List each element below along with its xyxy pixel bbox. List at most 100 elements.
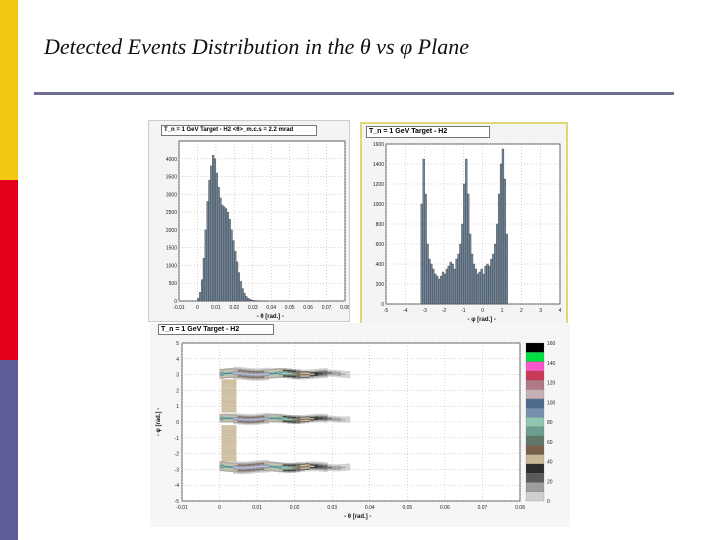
heatmap-cell <box>264 415 270 417</box>
heatmap-cell <box>341 421 346 423</box>
heatmap-cell <box>305 370 310 373</box>
heatmap-cell <box>282 465 288 468</box>
x-tick-label: 4 <box>559 308 562 314</box>
colorbar-segment <box>525 342 545 353</box>
heatmap-cell <box>219 413 225 416</box>
heatmap-cell <box>287 376 292 379</box>
heatmap-cell <box>242 419 247 422</box>
heatmap-cell <box>237 472 243 475</box>
heatmap-cell <box>291 374 297 377</box>
heatmap-cell <box>291 468 297 470</box>
heatmap-cell <box>305 465 310 468</box>
histogram-bar <box>480 268 483 305</box>
histogram-bar <box>472 263 476 305</box>
heatmap-cell <box>309 373 315 376</box>
histogram-bar <box>496 223 499 305</box>
heatmap-cell <box>278 419 283 422</box>
heatmap-cell <box>287 419 292 422</box>
histogram-bar <box>208 179 211 302</box>
heatmap-cell <box>296 369 301 372</box>
heatmap-cell <box>221 399 237 402</box>
heatmap-cell <box>282 370 288 373</box>
heatmap-cell <box>246 468 252 470</box>
heatmap-cell <box>219 417 225 419</box>
heatmap-cell <box>318 463 324 465</box>
y-tick-label: 5 <box>176 341 179 347</box>
heatmap-cell <box>242 461 247 464</box>
heatmap-cell <box>233 373 238 376</box>
heatmap-cell <box>219 469 225 472</box>
colorbar-segment <box>525 352 545 362</box>
colorbar-segment <box>525 380 545 390</box>
heatmap-cell <box>219 465 225 468</box>
heatmap-cell <box>228 369 234 372</box>
heatmap-cell <box>314 368 319 371</box>
heatmap-cell <box>318 369 324 372</box>
heatmap-cell <box>327 468 333 470</box>
heatmap-cell <box>251 471 256 474</box>
heatmap-cell <box>318 465 324 468</box>
heatmap-cell <box>255 420 261 423</box>
heatmap-cell <box>296 467 301 470</box>
heatmap-cell <box>291 369 297 371</box>
heatmap-cell <box>251 372 256 374</box>
heatmap-cell <box>332 464 337 466</box>
heatmap-cell <box>287 469 292 472</box>
heatmap-cell <box>327 416 333 419</box>
heatmap-cell <box>251 460 256 463</box>
heatmap-cell <box>251 469 256 471</box>
heatmap-cell <box>242 469 247 472</box>
heatmap-cell <box>228 464 234 467</box>
heatmap-cell <box>242 377 247 379</box>
heatmap-cell <box>296 417 301 420</box>
heatmap-cell <box>287 468 292 470</box>
heatmap-cell <box>273 464 279 467</box>
heatmap-cell <box>314 415 319 417</box>
heatmap-cell <box>228 413 234 416</box>
heatmap-cell <box>233 462 238 465</box>
heatmap-cell <box>237 366 243 369</box>
heatmap-cell <box>219 373 225 375</box>
heatmap-cell <box>237 373 243 376</box>
histogram-bar <box>436 275 439 305</box>
heatmap-cell <box>260 469 265 472</box>
heatmap-cell <box>233 413 238 415</box>
histogram-bar <box>212 155 215 302</box>
histogram-bar <box>451 263 454 305</box>
heatmap-cell <box>246 373 252 375</box>
heatmap-cell <box>327 415 333 418</box>
heatmap-cell <box>219 466 225 469</box>
heatmap-cell <box>296 462 301 464</box>
y-tick-label: 1600 <box>373 142 384 148</box>
heatmap-cell <box>221 425 237 427</box>
heatmap-cell <box>264 468 270 470</box>
heatmap-cell <box>323 419 328 422</box>
heatmap-cell <box>242 375 247 378</box>
heatmap-cell <box>309 466 315 469</box>
heatmap-cell <box>278 469 283 471</box>
heatmap-cell <box>233 469 238 472</box>
x-tick-label: -0.01 <box>173 305 185 311</box>
y-tick-label: 400 <box>376 262 385 268</box>
heatmap-cell <box>332 466 337 469</box>
heatmap-cell <box>291 465 297 468</box>
x-tick-label: 0.02 <box>229 305 239 311</box>
histogram-bar <box>467 193 470 305</box>
heatmap-cell <box>255 417 261 419</box>
heatmap-cell <box>251 416 256 418</box>
heatmap-cell <box>221 401 237 404</box>
heatmap-cell <box>221 382 237 385</box>
heatmap-cell <box>314 461 319 463</box>
heatmap-cell <box>345 372 351 374</box>
colorbar-segment <box>525 407 545 418</box>
heatmap-cell <box>273 419 279 422</box>
heatmap-cell <box>305 372 310 374</box>
heatmap-cell <box>260 417 265 420</box>
heatmap-cell <box>278 421 283 423</box>
heatmap-cell <box>264 377 270 379</box>
heatmap-cell <box>264 369 270 371</box>
heatmap-cell <box>318 376 324 379</box>
heatmap-cell <box>219 420 225 423</box>
heatmap-cell <box>255 376 261 379</box>
heatmap-cell <box>287 374 292 376</box>
